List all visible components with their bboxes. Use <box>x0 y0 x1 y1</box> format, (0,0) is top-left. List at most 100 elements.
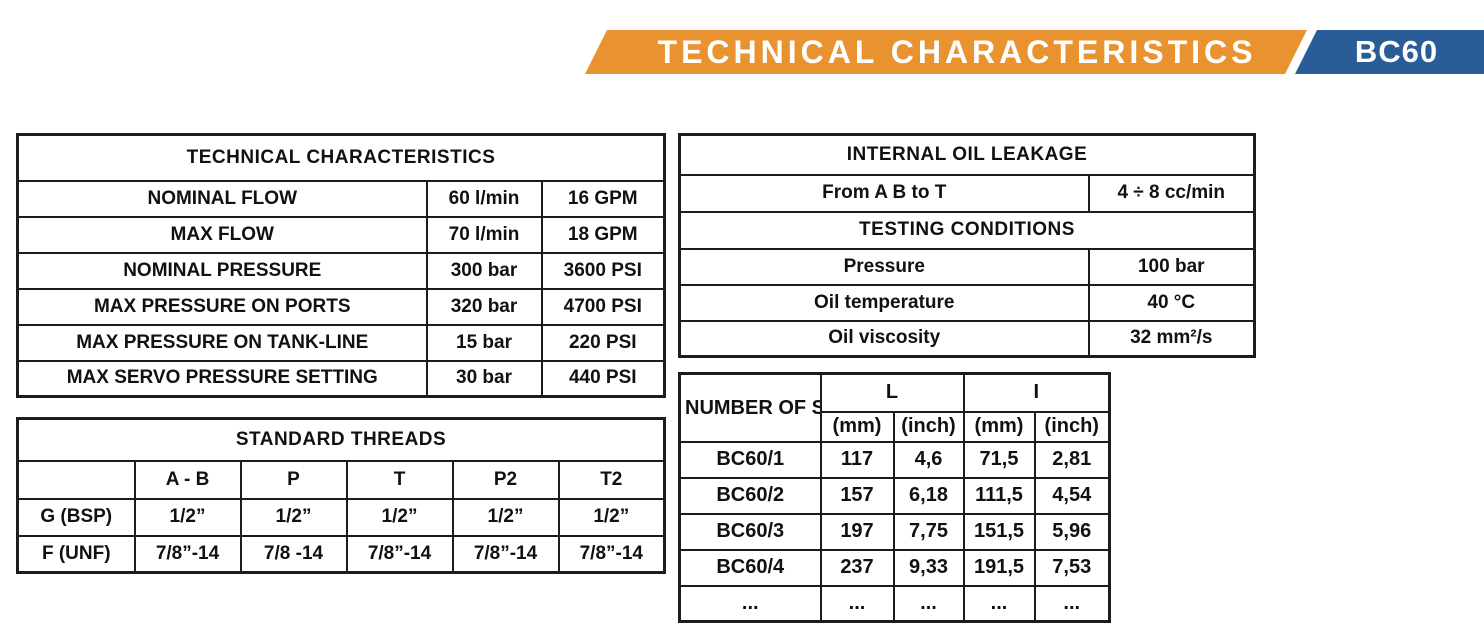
table-title-row: INTERNAL OIL LEAKAGE <box>680 135 1255 175</box>
model-cell: BC60/1 <box>680 442 821 478</box>
page-banner-title: TECHNICAL CHARACTERISTICS <box>658 34 1257 71</box>
table-title-row: TECHNICAL CHARACTERISTICS <box>18 135 665 181</box>
oil-leakage-table: INTERNAL OIL LEAKAGE From A B to T 4 ÷ 8… <box>678 133 1256 358</box>
empty-cell <box>18 461 135 499</box>
port-column-header: P <box>241 461 347 499</box>
technical-characteristics-table: TECHNICAL CHARACTERISTICS NOMINAL FLOW 6… <box>16 133 666 398</box>
table-row: MAX PRESSURE ON TANK-LINE 15 bar 220 PSI <box>18 325 665 361</box>
port-column-header: T2 <box>559 461 665 499</box>
table-row: NOMINAL PRESSURE 300 bar 3600 PSI <box>18 253 665 289</box>
condition-label: Oil viscosity <box>680 321 1089 357</box>
thread-value: 7/8”-14 <box>559 536 665 573</box>
thread-value: 1/2” <box>453 499 559 536</box>
table-row: NOMINAL FLOW 60 l/min 16 GPM <box>18 181 665 217</box>
model-cell: BC60/4 <box>680 550 821 586</box>
datasheet-page: TECHNICAL CHARACTERISTICS BC60 TECHNICAL… <box>0 0 1484 641</box>
condition-label: Pressure <box>680 249 1089 285</box>
sections-header: NUMBER OF SECTIONS <box>680 374 821 442</box>
dimension-value: 6,18 <box>894 478 964 514</box>
unit-header: (inch) <box>894 412 964 442</box>
dimension-value: 237 <box>821 550 894 586</box>
port-column-header: A - B <box>135 461 241 499</box>
spec-metric-value: 70 l/min <box>427 217 542 253</box>
dimension-value: ... <box>894 586 964 622</box>
spec-metric-value: 30 bar <box>427 361 542 397</box>
table-title: STANDARD THREADS <box>18 419 665 461</box>
table-row: MAX PRESSURE ON PORTS 320 bar 4700 PSI <box>18 289 665 325</box>
table-row: BC60/4 237 9,33 191,5 7,53 <box>680 550 1110 586</box>
unit-header: (inch) <box>1035 412 1110 442</box>
dimension-value: 197 <box>821 514 894 550</box>
dimension-value: 117 <box>821 442 894 478</box>
table-row: Oil viscosity 32 mm²/s <box>680 321 1255 357</box>
thread-type-label: F (UNF) <box>18 536 135 573</box>
spec-metric-value: 60 l/min <box>427 181 542 217</box>
dimension-group-header-L: L <box>821 374 964 412</box>
column-header-row: A - B P T P2 T2 <box>18 461 665 499</box>
thread-value: 7/8”-14 <box>135 536 241 573</box>
spec-label: MAX SERVO PRESSURE SETTING <box>18 361 427 397</box>
dimension-value: 157 <box>821 478 894 514</box>
page-banner: TECHNICAL CHARACTERISTICS <box>585 30 1307 74</box>
unit-header: (mm) <box>964 412 1035 442</box>
spec-metric-value: 300 bar <box>427 253 542 289</box>
spec-label: NOMINAL PRESSURE <box>18 253 427 289</box>
dimension-value: 5,96 <box>1035 514 1110 550</box>
table-title: TECHNICAL CHARACTERISTICS <box>18 135 665 181</box>
thread-value: 7/8”-14 <box>347 536 453 573</box>
testing-conditions-title: TESTING CONDITIONS <box>680 212 1255 249</box>
dimension-group-header-I: I <box>964 374 1110 412</box>
thread-type-label: G (BSP) <box>18 499 135 536</box>
dimension-value: 71,5 <box>964 442 1035 478</box>
thread-value: 7/8 -14 <box>241 536 347 573</box>
model-cell: BC60/2 <box>680 478 821 514</box>
model-banner: BC60 <box>1295 30 1484 74</box>
model-cell: BC60/3 <box>680 514 821 550</box>
table-row: BC60/3 197 7,75 151,5 5,96 <box>680 514 1110 550</box>
dimension-value: 4,6 <box>894 442 964 478</box>
dimension-value: ... <box>821 586 894 622</box>
dimension-value: 2,81 <box>1035 442 1110 478</box>
spec-label: MAX PRESSURE ON PORTS <box>18 289 427 325</box>
table-row: Pressure 100 bar <box>680 249 1255 285</box>
spec-imperial-value: 440 PSI <box>542 361 665 397</box>
table-row: BC60/1 117 4,6 71,5 2,81 <box>680 442 1110 478</box>
leakage-label: From A B to T <box>680 175 1089 212</box>
table-row: ... ... ... ... ... <box>680 586 1110 622</box>
model-name: BC60 <box>1355 34 1438 70</box>
standard-threads-table: STANDARD THREADS A - B P T P2 T2 G (BSP)… <box>16 417 666 574</box>
thread-value: 7/8”-14 <box>453 536 559 573</box>
spec-label: NOMINAL FLOW <box>18 181 427 217</box>
table-row: Oil temperature 40 °C <box>680 285 1255 321</box>
unit-header: (mm) <box>821 412 894 442</box>
group-header-row: NUMBER OF SECTIONS L I <box>680 374 1110 412</box>
dimension-value: 9,33 <box>894 550 964 586</box>
table-row: BC60/2 157 6,18 111,5 4,54 <box>680 478 1110 514</box>
leakage-value: 4 ÷ 8 cc/min <box>1089 175 1255 212</box>
port-column-header: T <box>347 461 453 499</box>
dimension-value: 7,53 <box>1035 550 1110 586</box>
thread-value: 1/2” <box>559 499 665 536</box>
table-row: F (UNF) 7/8”-14 7/8 -14 7/8”-14 7/8”-14 … <box>18 536 665 573</box>
spec-label: MAX FLOW <box>18 217 427 253</box>
table-title-row: STANDARD THREADS <box>18 419 665 461</box>
dimension-value: 191,5 <box>964 550 1035 586</box>
sections-dimensions-table: NUMBER OF SECTIONS L I (mm) (inch) (mm) … <box>678 372 1111 623</box>
spec-imperial-value: 18 GPM <box>542 217 665 253</box>
spec-metric-value: 15 bar <box>427 325 542 361</box>
spec-imperial-value: 4700 PSI <box>542 289 665 325</box>
table-row: MAX FLOW 70 l/min 18 GPM <box>18 217 665 253</box>
condition-value: 40 °C <box>1089 285 1255 321</box>
dimension-value: ... <box>964 586 1035 622</box>
condition-label: Oil temperature <box>680 285 1089 321</box>
table-row: G (BSP) 1/2” 1/2” 1/2” 1/2” 1/2” <box>18 499 665 536</box>
table-row: MAX SERVO PRESSURE SETTING 30 bar 440 PS… <box>18 361 665 397</box>
port-column-header: P2 <box>453 461 559 499</box>
thread-value: 1/2” <box>135 499 241 536</box>
condition-value: 100 bar <box>1089 249 1255 285</box>
dimension-value: 151,5 <box>964 514 1035 550</box>
dimension-value: ... <box>1035 586 1110 622</box>
model-cell: ... <box>680 586 821 622</box>
table-row: From A B to T 4 ÷ 8 cc/min <box>680 175 1255 212</box>
spec-metric-value: 320 bar <box>427 289 542 325</box>
